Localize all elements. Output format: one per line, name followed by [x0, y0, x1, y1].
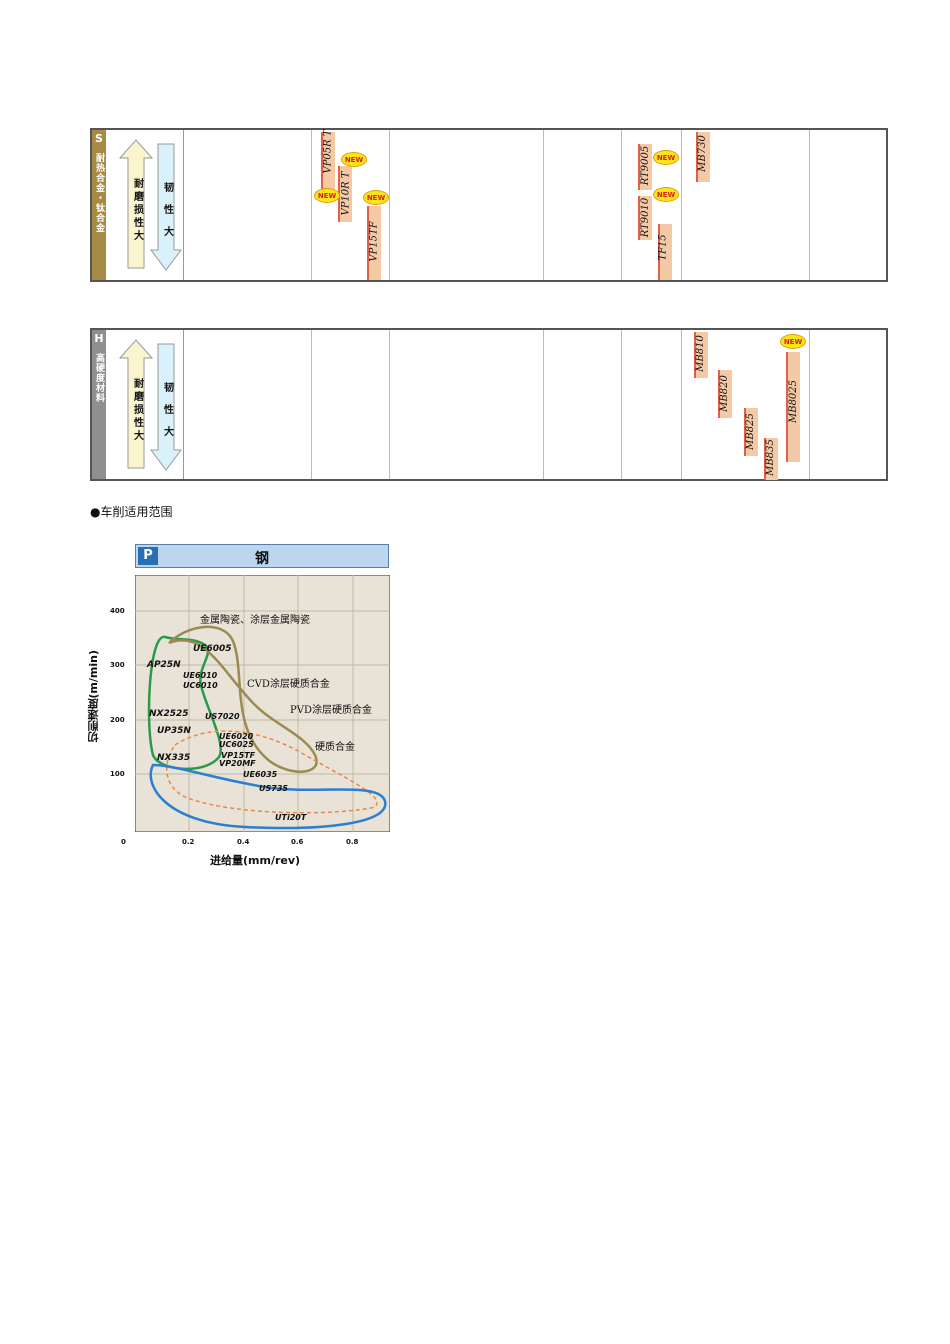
y-tick: 200 [110, 716, 125, 724]
grade-label: UC6010 [183, 681, 218, 690]
grade-bar [638, 144, 652, 190]
x-tick: 0.6 [291, 838, 304, 846]
grade-label: RT9005 [640, 145, 652, 186]
grade-panel-h: H 高硬度材料 耐磨损性大 韧性大 MB810 MB820 MB825 MB83… [90, 328, 888, 481]
grade-label: UC6025 [219, 740, 254, 749]
grade-bar [764, 438, 778, 480]
category-code: S [95, 132, 103, 145]
grade-label: UTi20T [275, 813, 307, 822]
new-badge: NEW [314, 188, 340, 203]
grade-label: MB825 [744, 413, 756, 450]
grade-label: TF15 [657, 234, 669, 261]
category-bar-h: H 高硬度材料 [92, 330, 106, 479]
grade-bar [694, 332, 708, 378]
region-label: PVD涂层硬质合金 [290, 703, 372, 716]
y-tick: 100 [110, 770, 125, 778]
grade-label: MB8025 [788, 379, 800, 424]
grade-label: US735 [259, 784, 288, 793]
grade-label: VP15TF [221, 751, 256, 760]
grade-label: UE6010 [183, 671, 218, 680]
grade-label: VP10R T [340, 171, 352, 216]
region-cvd [168, 625, 318, 773]
grade-label: AP25N [146, 660, 181, 670]
new-badge: NEW [653, 150, 679, 165]
y-tick: 300 [110, 661, 125, 669]
arrow-legend: 耐磨损性大 韧性大 [106, 330, 184, 479]
grade-label: NX335 [157, 753, 190, 763]
grade-label: MB730 [696, 135, 708, 172]
grade-bar [367, 206, 381, 280]
new-badge: NEW [341, 152, 367, 167]
grade-label: RT9010 [640, 197, 652, 238]
grade-bar [786, 352, 800, 462]
region-carbide [149, 763, 387, 830]
x-axis-label: 进给量(mm/rev) [210, 854, 301, 867]
section-caption: ●车削适用范围 [90, 505, 173, 519]
grade-bar [744, 408, 758, 456]
category-code: H [94, 332, 104, 345]
x-tick: 0 [121, 838, 126, 846]
grade-panel-s: S 耐热合金・钛合金 耐磨损性大 韧性大 VP05R T VP10R T VP1… [90, 128, 888, 282]
grade-label: MB820 [718, 375, 730, 412]
region-label: 金属陶瓷、涂层金属陶瓷 [200, 613, 310, 626]
arrow-graphic [118, 339, 182, 471]
tough-label: 韧性大 [164, 383, 174, 438]
grade-label: VP15TF [368, 221, 380, 262]
grade-label: UE6020 [219, 732, 254, 741]
wear-label: 耐磨损性大 [134, 379, 144, 442]
grade-bar [638, 196, 652, 240]
new-badge: NEW [780, 334, 806, 349]
grade-label: US7020 [205, 712, 240, 721]
category-label: 耐热合金・钛合金 [94, 153, 104, 233]
grade-label: VP20MF [219, 759, 256, 768]
plot-area [135, 575, 390, 832]
x-tick: 0.8 [346, 838, 359, 846]
region-label: CVD涂层硬质合金 [247, 677, 330, 690]
arrow-graphic [118, 139, 182, 271]
x-tick: 0.2 [182, 838, 195, 846]
tough-label: 韧性大 [164, 183, 174, 238]
category-bar-s: S 耐热合金・钛合金 [92, 130, 106, 280]
new-badge: NEW [653, 187, 679, 202]
grade-label: MB835 [764, 439, 776, 476]
category-label: 高硬度材料 [94, 353, 104, 403]
range-chart: 金属陶瓷、涂层金属陶瓷 CVD涂层硬质合金 PVD涂层硬质合金 硬质合金 UE6… [135, 575, 390, 832]
grade-label: UP35N [157, 726, 191, 736]
y-tick: 400 [110, 607, 125, 615]
x-tick: 0.4 [237, 838, 250, 846]
grade-label: UE6005 [193, 644, 232, 654]
grade-bar [321, 132, 335, 196]
arrow-legend: 耐磨损性大 韧性大 [106, 130, 184, 280]
grade-label: VP05R T [322, 129, 334, 174]
grade-bar [658, 224, 672, 280]
chart-title: 钢 [255, 551, 269, 567]
wear-label: 耐磨损性大 [134, 179, 144, 242]
grade-bar [718, 370, 732, 418]
region-label: 硬质合金 [315, 740, 355, 753]
grade-label: NX2525 [149, 709, 189, 719]
grade-label: MB810 [694, 335, 706, 372]
chart-code: P [138, 547, 158, 565]
y-axis-label: 切削速度(m/min) [87, 650, 100, 743]
new-badge: NEW [363, 190, 389, 205]
region-cermet [147, 635, 222, 770]
chart-header: P 钢 [135, 544, 389, 568]
grade-bar [696, 132, 710, 182]
region-pvd [166, 730, 378, 814]
grade-label: UE6035 [243, 770, 278, 779]
